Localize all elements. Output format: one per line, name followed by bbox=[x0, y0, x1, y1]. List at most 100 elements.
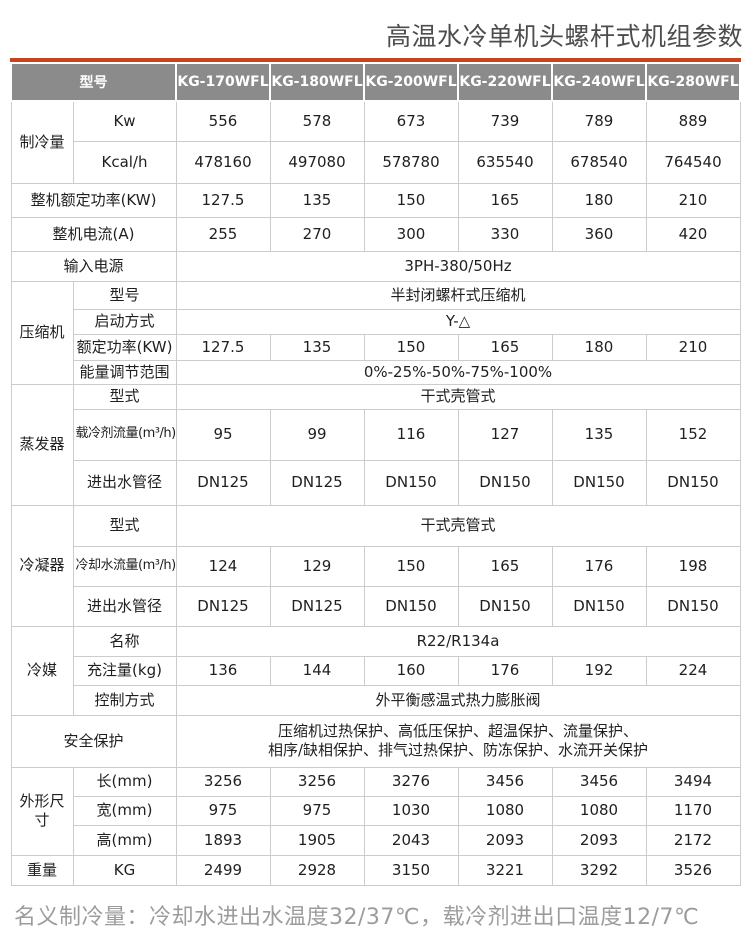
value-cell: 889 bbox=[645, 100, 741, 142]
value-cell: 127 bbox=[457, 408, 553, 461]
spec-table: 型号 KG-170WFL KG-180WFL KG-200WFL KG-220W… bbox=[10, 62, 741, 886]
value-cell: 192 bbox=[551, 655, 647, 686]
model-header: KG-220WFL bbox=[457, 62, 553, 102]
row-label-length: 长(mm) bbox=[72, 766, 177, 797]
row-label-evaporator-type: 型式 bbox=[72, 383, 177, 410]
group-refrigerant: 冷媒 bbox=[10, 625, 74, 716]
safety-line-2: 相序/缺相保护、排气过热保护、防冻保护、水流开关保护 bbox=[267, 741, 649, 759]
value-cell: 635540 bbox=[457, 140, 553, 184]
row-label-cooling-water-flow: 冷却水流量(m³/h) bbox=[72, 545, 177, 587]
group-condenser: 冷凝器 bbox=[10, 504, 74, 627]
row-label-compressor-model: 型号 bbox=[72, 280, 177, 310]
accent-bar bbox=[10, 58, 741, 62]
row-label-machine-current: 整机电流(A) bbox=[10, 216, 177, 252]
machine-power-row: 整机额定功率(KW) 127.5 135 150 165 180 210 bbox=[10, 182, 741, 218]
value-cell: 124 bbox=[175, 545, 271, 587]
model-header: KG-240WFL bbox=[551, 62, 647, 102]
row-label-input-power: 输入电源 bbox=[10, 250, 177, 282]
value-cell: 578780 bbox=[363, 140, 459, 184]
value-cell: 330 bbox=[457, 216, 553, 252]
value-cell: 678540 bbox=[551, 140, 647, 184]
row-label-width: 宽(mm) bbox=[72, 795, 177, 826]
value-cell: 129 bbox=[269, 545, 365, 587]
nominal-cooling-note: 名义制冷量：冷却水进出水温度32/37℃，载冷剂进出口温度12/7℃ bbox=[14, 904, 700, 930]
value-cell: 165 bbox=[457, 545, 553, 587]
value-cell: DN150 bbox=[457, 585, 553, 627]
value-cell: 3256 bbox=[175, 766, 271, 797]
value-cell: 3221 bbox=[457, 854, 553, 886]
value-cell: 3150 bbox=[363, 854, 459, 886]
value-cell: 150 bbox=[363, 333, 459, 361]
value-cell: 3526 bbox=[645, 854, 741, 886]
value-cell: 764540 bbox=[645, 140, 741, 184]
value-cell: 3494 bbox=[645, 766, 741, 797]
row-label-condenser-pipe: 进出水管径 bbox=[72, 585, 177, 627]
value-refrigerant-name: R22/R134a bbox=[175, 625, 741, 657]
value-cell: 176 bbox=[551, 545, 647, 587]
value-cell: 739 bbox=[457, 100, 553, 142]
value-input-power: 3PH-380/50Hz bbox=[175, 250, 741, 282]
value-cell: 3292 bbox=[551, 854, 647, 886]
row-label-capacity-range: 能量调节范围 bbox=[72, 359, 177, 385]
compressor-model-row: 压缩机 型号 半封闭螺杆式压缩机 bbox=[10, 280, 741, 385]
value-cell: 160 bbox=[363, 655, 459, 686]
model-header: KG-200WFL bbox=[363, 62, 459, 102]
row-label-kw: Kw bbox=[72, 100, 177, 142]
value-cell: 150 bbox=[363, 182, 459, 218]
dimension-height-row: 高(mm) 1893 1905 2043 2093 2093 2172 bbox=[11, 824, 741, 856]
value-cell: 300 bbox=[363, 216, 459, 252]
value-cell: 1905 bbox=[269, 824, 365, 856]
row-label-rated-power: 额定功率(KW) bbox=[72, 333, 177, 361]
input-power-row: 输入电源 3PH-380/50Hz bbox=[10, 250, 741, 282]
condenser-type-row: 冷凝器 型式 干式壳管式 bbox=[10, 504, 741, 627]
value-cell: 2093 bbox=[457, 824, 553, 856]
value-cell: DN125 bbox=[269, 585, 365, 627]
value-cell: 150 bbox=[363, 545, 459, 587]
value-cell: 99 bbox=[269, 408, 365, 461]
value-safety: 压缩机过热保护、高低压保护、超温保护、流量保护、 相序/缺相保护、排气过热保护、… bbox=[175, 714, 741, 768]
value-cell: 2172 bbox=[645, 824, 741, 856]
value-cell: 176 bbox=[457, 655, 553, 686]
value-start-mode: Y-△ bbox=[175, 308, 741, 335]
value-cell: 3456 bbox=[457, 766, 553, 797]
condenser-flow-row: 冷却水流量(m³/h) 124 129 150 165 176 198 bbox=[11, 545, 741, 587]
value-cell: 152 bbox=[645, 408, 741, 461]
value-cell: 1080 bbox=[551, 795, 647, 826]
value-cell: DN150 bbox=[551, 585, 647, 627]
value-cell: DN150 bbox=[363, 459, 459, 506]
value-cell: 556 bbox=[175, 100, 271, 142]
value-compressor-model: 半封闭螺杆式压缩机 bbox=[175, 280, 741, 310]
header-row: 型号 KG-170WFL KG-180WFL KG-200WFL KG-220W… bbox=[10, 62, 741, 102]
evaporator-type-row: 蒸发器 型式 干式壳管式 bbox=[10, 383, 741, 506]
value-cell: 2093 bbox=[551, 824, 647, 856]
value-cell: 975 bbox=[175, 795, 271, 826]
value-cell: DN125 bbox=[269, 459, 365, 506]
refrigerant-charge-row: 充注量(kg) 136 144 160 176 192 224 bbox=[11, 655, 741, 686]
cooling-kw-row: 制冷量 Kw 556 578 673 739 789 889 bbox=[10, 100, 741, 184]
value-cell: 144 bbox=[269, 655, 365, 686]
refrigerant-control-row: 控制方式 外平衡感温式热力膨胀阀 bbox=[11, 684, 741, 716]
cooling-kcal-row: Kcal/h 478160 497080 578780 635540 67854… bbox=[11, 140, 741, 184]
value-cell: 180 bbox=[551, 182, 647, 218]
row-label-safety: 安全保护 bbox=[10, 714, 177, 768]
value-cell: DN150 bbox=[551, 459, 647, 506]
value-cell: 180 bbox=[551, 333, 647, 361]
value-cell: 127.5 bbox=[175, 333, 271, 361]
row-label-height: 高(mm) bbox=[72, 824, 177, 856]
compressor-range-row: 能量调节范围 0%-25%-50%-75%-100% bbox=[11, 359, 741, 385]
value-cell: 135 bbox=[551, 408, 647, 461]
value-cell: 2499 bbox=[175, 854, 271, 886]
value-cell: 224 bbox=[645, 655, 741, 686]
value-cell: 270 bbox=[269, 216, 365, 252]
row-label-control-mode: 控制方式 bbox=[72, 684, 177, 716]
value-cell: 198 bbox=[645, 545, 741, 587]
value-cell: 165 bbox=[457, 333, 553, 361]
value-cell: 165 bbox=[457, 182, 553, 218]
model-header: KG-280WFL bbox=[645, 62, 741, 102]
compressor-start-row: 启动方式 Y-△ bbox=[11, 308, 741, 335]
value-cell: 420 bbox=[645, 216, 741, 252]
value-cell: DN150 bbox=[645, 585, 741, 627]
refrigerant-name-row: 冷媒 名称 R22/R134a bbox=[10, 625, 741, 716]
value-cell: 95 bbox=[175, 408, 271, 461]
